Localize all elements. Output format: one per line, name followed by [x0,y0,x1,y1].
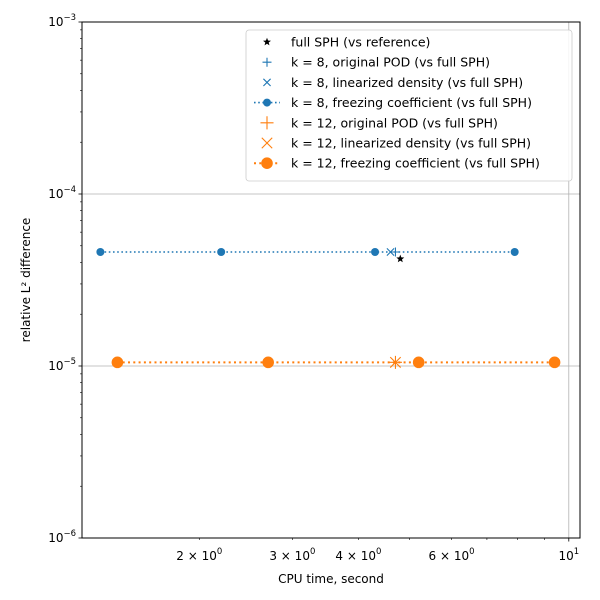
y-tick-label-exponent: −3 [63,13,76,23]
series-0 [396,254,405,263]
legend-label: k = 12, original POD (vs full SPH) [291,115,498,130]
legend-label: full SPH (vs reference) [291,35,430,50]
data-point [96,248,105,257]
legend-marker [262,57,272,67]
legend-label: k = 8, original POD (vs full SPH) [291,55,490,70]
data-point [262,356,274,369]
data-point [389,356,402,368]
y-tick-label: 10−3 [48,13,76,29]
y-tick-label-base: 10 [48,359,63,373]
series-6 [111,356,561,369]
x-tick-label: 2 × 100 [176,547,222,563]
legend-label: k = 8, freezing coefficient (vs full SPH… [291,95,532,110]
y-tick-label: 10−5 [48,357,76,373]
x-tick-label-exponent: 0 [310,547,315,557]
x-tick-label-exponent: 0 [469,547,474,557]
y-axis-label: relative L² difference [19,218,33,343]
x-tick-label-exponent: 0 [376,547,381,557]
legend-marker [263,37,271,46]
legend-item: k = 8, linearized density (vs full SPH) [263,75,523,90]
legend-label: k = 12, freezing coefficient (vs full SP… [291,156,540,171]
y-tick-label: 10−4 [48,185,76,201]
y-tick-label: 10−6 [48,529,76,545]
y-tick-label-base: 10 [48,15,63,29]
legend-item: k = 8, original POD (vs full SPH) [262,55,490,70]
legend-marker [263,78,271,87]
legend-marker [261,137,273,149]
legend-item: k = 8, freezing coefficient (vs full SPH… [254,95,532,110]
legend-item: k = 12, freezing coefficient (vs full SP… [254,156,540,171]
legend-marker [263,98,271,107]
legend-marker [261,157,273,169]
y-tick-label-base: 10 [48,531,63,545]
x-tick-label-exponent: 1 [574,547,579,557]
plot-series [96,247,561,369]
y-tick-label-exponent: −4 [63,185,76,195]
x-tick-label: 101 [558,547,579,563]
y-tick-label-exponent: −6 [63,529,76,539]
x-tick-label: 3 × 100 [269,547,315,563]
data-point [111,356,124,369]
legend-label: k = 8, linearized density (vs full SPH) [291,75,523,90]
legend: full SPH (vs reference) k = 8, original P… [245,29,573,182]
data-point [548,356,561,369]
series-3 [96,248,519,257]
x-tick-label: 4 × 100 [335,547,381,563]
legend-item: full SPH (vs reference) [263,35,430,50]
x-axis-label: CPU time, second [278,572,384,586]
x-tick-label: 6 × 100 [429,547,475,563]
legend-marker [260,116,274,130]
y-tick-label-exponent: −5 [63,357,76,367]
data-point [371,248,380,257]
x-tick-label-exponent: 0 [217,547,222,557]
legend-box [245,29,573,182]
x-tick-label-base: 6 × 10 [429,549,470,563]
x-tick-label-base: 4 × 10 [335,549,376,563]
data-point [510,248,519,257]
x-tick-label-base: 2 × 10 [176,549,217,563]
legend-label: k = 12, linearized density (vs full SPH) [291,136,531,151]
data-point [412,356,425,369]
x-tick-label-base: 10 [558,549,573,563]
y-tick-label-base: 10 [48,187,63,201]
axis-ticks: 10−610−510−410−32 × 100 3 × 100 4 × 100 6 ×… [48,13,579,563]
legend-item: k = 12, original POD (vs full SPH) [260,115,498,130]
legend-item: k = 12, linearized density (vs full SPH) [261,136,531,151]
plot-area-frame [81,21,581,539]
x-tick-label-base: 3 × 10 [269,549,310,563]
data-point [396,254,405,263]
data-point [217,248,226,257]
series-5 [389,356,402,368]
